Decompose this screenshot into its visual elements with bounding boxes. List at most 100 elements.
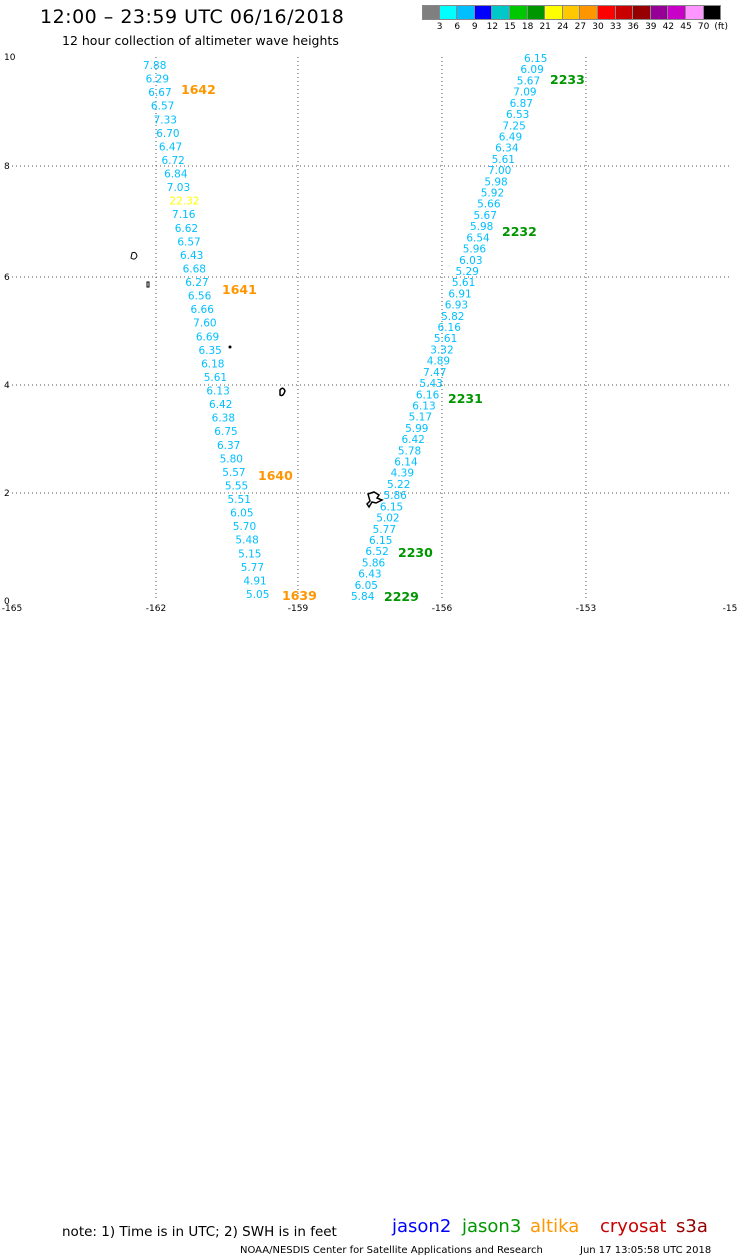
legend-label: 6 [454,22,461,32]
wave-height-value: 7.47 [423,367,446,379]
jason3-track-right: 6.156.095.677.096.876.537.256.496.345.61… [351,53,547,603]
wave-height-value: 6.13 [412,400,435,412]
wave-height-value: 6.52 [365,546,388,558]
wave-height-value: 6.47 [159,141,182,153]
wave-height-value: 6.27 [185,277,208,289]
legend-swatch [439,5,458,20]
wave-height-value: 7.25 [502,120,525,132]
legend-label: 24 [557,22,569,32]
legend-altika: altika [530,1216,580,1237]
wave-height-value: 6.15 [369,535,392,547]
footnote-text: note: 1) Time is in UTC; 2) SWH is in fe… [62,1224,337,1240]
wave-height-value: 6.66 [191,304,215,316]
legend-swatch [685,5,704,20]
wave-height-value: 6.62 [175,223,198,235]
y-tick-label: 4 [4,381,10,391]
wave-height-value: 6.16 [416,389,440,401]
wave-height-value: 6.56 [188,291,212,303]
legend-swatch [597,5,616,20]
y-tick-label: 6 [4,273,10,283]
wave-height-value: 6.67 [148,87,171,99]
wave-height-value: 5.61 [492,154,515,166]
wave-height-value: 6.37 [217,440,240,452]
wave-height-value: 6.54 [466,232,490,244]
legend-label: 33 [609,22,622,32]
wave-height-value: 6.84 [164,169,188,181]
wave-height-value: 5.51 [228,494,251,506]
y-tick-label: 8 [4,162,10,172]
wave-height-value: 6.75 [214,426,237,438]
credit-text: NOAA/NESDIS Center for Satellite Applica… [240,1245,543,1256]
wave-height-value: 6.57 [151,101,174,113]
x-tick-label: -159 [288,604,309,614]
coastline-islands [130,251,384,509]
wave-height-value: 5.61 [434,333,457,345]
wave-height-value: 5.77 [241,562,264,574]
pass-time-labels: 1642 1641 1640 1639 2233 2232 2231 2230 2229 [181,72,585,604]
wave-height-value: 3.32 [430,344,453,356]
wave-height-value: 6.03 [459,255,482,267]
legend-swatch [527,5,546,20]
island-dot [228,345,232,349]
legend-s3a: s3a [676,1216,708,1237]
x-tick-label: -156 [432,604,453,614]
pass-time-label: 1641 [222,282,257,297]
pass-time-label: 1640 [258,468,293,483]
altika-track-left: 7.886.296.676.577.336.706.476.726.847.03… [143,60,269,601]
wave-height-value: 5.70 [233,521,256,533]
wave-height-value: 5.43 [419,378,442,390]
wave-height-value: 6.49 [499,131,522,143]
wave-height-value: 6.53 [506,109,529,121]
y-tick-label: 0 [4,597,10,607]
legend-jason3: jason3 [462,1216,522,1237]
pass-time-label: 1639 [282,588,317,603]
pass-time-label: 2232 [502,224,537,239]
wave-height-value: 5.77 [373,524,396,536]
wave-height-value: 6.29 [146,74,169,86]
wave-height-value: 7.33 [154,114,177,126]
wave-height-value: 7.00 [488,165,511,177]
legend-label: 18 [521,22,534,32]
wave-height-value: 4.39 [391,468,414,480]
legend-label: (ft) [714,22,728,32]
island-outline [130,251,138,260]
legend-swatch [650,5,669,20]
wave-height-value: 6.38 [212,413,235,425]
page-subtitle: 12 hour collection of altimeter wave hei… [62,33,339,48]
axis-labels: -165 -162 -159 -156 -153 -15 10 8 6 4 2 0 [2,53,738,614]
legend-label: 15 [504,22,516,32]
wave-height-value: 5.80 [220,453,243,465]
legend-swatch [457,5,475,20]
wave-height-value: 6.13 [206,386,229,398]
legend-swatch [580,5,598,20]
wave-height-value: 7.60 [193,318,216,330]
wave-height-value: 5.86 [383,490,407,502]
x-tick-label: -162 [146,604,166,614]
wave-height-value: 6.69 [196,331,219,343]
wave-height-value: 7.03 [167,182,190,194]
legend-label: 30 [592,22,604,32]
wave-height-value: 5.15 [238,548,261,560]
page-title: 12:00 – 23:59 UTC 06/16/2018 [40,6,345,28]
wave-height-value: 6.42 [401,434,424,446]
legend-label: 42 [662,22,675,32]
wave-height-value: 5.67 [474,210,497,222]
legend-label: 45 [680,22,692,32]
pass-time-label: 2231 [448,391,483,406]
wave-height-value: 5.22 [387,479,410,491]
x-tick-label: -153 [576,604,596,614]
wave-height-value: 6.43 [358,569,381,581]
wave-height-value: 6.05 [355,580,378,592]
wave-height-value: 5.55 [225,480,248,492]
wave-height-value: 5.67 [517,75,540,87]
color-legend-bar [422,5,722,20]
legend-label: 3 [436,22,443,32]
wave-height-value: 5.86 [362,557,386,569]
wave-height-value: 6.35 [198,345,221,357]
pass-time-label: 2229 [384,589,419,604]
wave-height-value: 7.09 [513,87,536,99]
wave-height-value: 5.48 [235,535,258,547]
legend-swatch [615,5,634,20]
wave-height-value: 5.96 [463,244,487,256]
